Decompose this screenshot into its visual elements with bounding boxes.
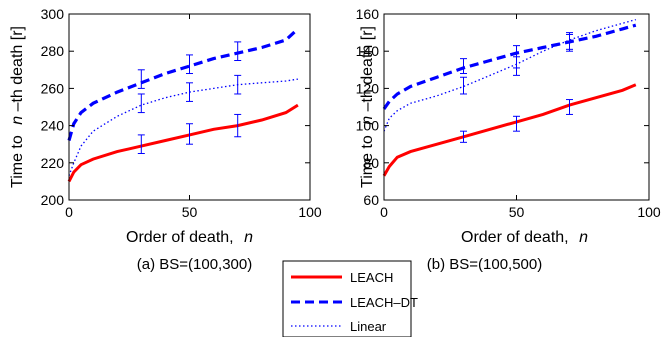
legend-label-linear: Linear	[350, 319, 387, 334]
error-bar-linear-b	[460, 76, 467, 95]
x-tick-label: 100	[298, 204, 322, 220]
legend-label-leach-dt: LEACH–DT	[350, 295, 418, 310]
y-axis-label-prefix-a: Time to	[9, 135, 26, 188]
y-axis-label-a: Time to n –th death [r]	[9, 26, 26, 188]
error-bar-leach-a	[234, 113, 242, 138]
y-axis-label-suffix-a: –th death [r]	[9, 26, 26, 111]
series-line-leach-a	[67, 103, 299, 183]
y-tick-label: 80	[363, 155, 379, 171]
series-line-leach-dt-a	[67, 27, 299, 141]
error-bar-leach-dt-a	[137, 69, 145, 89]
legend-label-leach: LEACH	[350, 270, 393, 285]
plot-area-b	[382, 18, 637, 177]
y-tick-label: 260	[41, 80, 65, 96]
error-bar-linear-b	[566, 32, 573, 52]
x-tick-label: 0	[380, 204, 388, 220]
caption-a: (a) BS=(100,300)	[137, 256, 252, 273]
error-bar-leach-b	[566, 99, 573, 115]
y-tick-label: 120	[356, 80, 380, 96]
x-tick-label: 50	[182, 204, 198, 220]
y-tick-label: 300	[41, 6, 65, 22]
y-tick-label: 60	[363, 192, 379, 208]
series-line-leach-b	[382, 83, 637, 177]
y-tick-label: 220	[41, 155, 65, 171]
x-axis-label-b: Order of death, n	[461, 229, 588, 246]
y-tick-label: 100	[356, 118, 380, 134]
series-line-leach-dt-b	[382, 23, 637, 110]
caption-b: (b) BS=(100,500)	[427, 256, 542, 273]
x-axis-label-text-b: Order of death,	[461, 229, 569, 246]
y-tick-label: 240	[41, 118, 65, 134]
y-tick-label: 140	[356, 43, 380, 59]
y-tick-label: 160	[356, 6, 380, 22]
error-bar-leach-a	[137, 134, 145, 154]
error-bar-leach-dt-a	[234, 41, 242, 61]
y-axis-label-var-a: n	[9, 116, 26, 125]
y-tick-label: 280	[41, 43, 65, 59]
x-axis-label-var-b: n	[579, 229, 588, 246]
x-tick-label: 50	[509, 204, 525, 220]
axes-frame-b	[383, 13, 650, 201]
y-axis-label-prefix-b: Time to	[359, 135, 376, 188]
y-axis-label-var-b: n	[359, 116, 376, 125]
error-bar-leach-dt-b	[460, 58, 467, 75]
plot-area-a	[67, 27, 299, 183]
error-bar-linear-a	[137, 93, 145, 114]
legend-box	[282, 260, 412, 337]
error-bar-linear-a	[234, 74, 242, 95]
chart-panel-b: 0 50 100 60 80 100 120 140 160 Order of death, n…	[356, 6, 661, 273]
error-bar-leach-b	[513, 115, 520, 132]
x-axis-label-var-a: n	[244, 229, 253, 246]
series-line-linear-a	[68, 78, 299, 177]
ticks-a: 0 50 100 200 220 240 260 280 300	[41, 6, 322, 220]
x-tick-label: 0	[65, 204, 73, 220]
x-axis-label-a: Order of death, n	[126, 229, 253, 246]
error-bar-linear-a	[186, 82, 193, 102]
legend: LEACH LEACH–DT Linear	[282, 260, 418, 337]
series-line-linear-b	[383, 18, 636, 132]
y-axis-label-b: Time to n –th death [r]	[359, 26, 376, 188]
error-bar-linear-b	[513, 56, 520, 76]
x-axis-label-text-a: Order of death,	[126, 229, 234, 246]
y-axis-label-suffix-b: –th death [r]	[359, 26, 376, 111]
error-bar-leach-dt-a	[186, 54, 193, 75]
error-bar-leach-a	[186, 123, 193, 145]
axes-frame-a	[68, 13, 311, 201]
ticks-b: 0 50 100 60 80 100 120 140 160	[356, 6, 661, 220]
y-tick-label: 200	[41, 192, 65, 208]
error-bar-leach-b	[460, 130, 467, 143]
chart-panel-a: 0 50 100 200 220 240 260 280 300 Order of death,…	[9, 6, 322, 273]
x-tick-label: 100	[637, 204, 661, 220]
